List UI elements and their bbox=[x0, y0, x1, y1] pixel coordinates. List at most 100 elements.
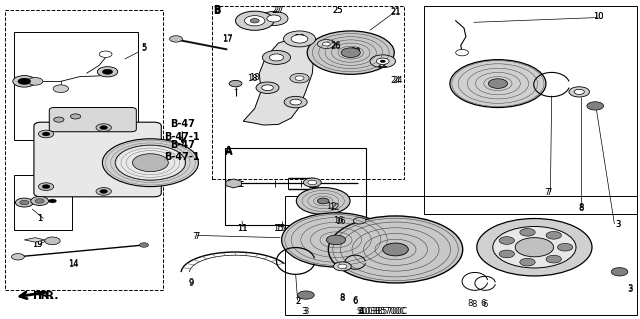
Circle shape bbox=[383, 243, 408, 256]
Circle shape bbox=[569, 87, 589, 97]
Circle shape bbox=[291, 35, 308, 43]
Text: 3: 3 bbox=[301, 307, 307, 315]
Text: B-47: B-47 bbox=[170, 119, 195, 130]
Text: 4: 4 bbox=[359, 308, 364, 316]
Circle shape bbox=[520, 258, 535, 266]
Text: 17: 17 bbox=[222, 34, 232, 43]
Circle shape bbox=[488, 79, 508, 88]
Text: S103B5700C: S103B5700C bbox=[356, 307, 405, 315]
Text: 26: 26 bbox=[331, 42, 341, 51]
Circle shape bbox=[290, 73, 309, 83]
Text: 1: 1 bbox=[37, 214, 42, 223]
Circle shape bbox=[140, 243, 148, 247]
Text: 7: 7 bbox=[545, 189, 550, 197]
Circle shape bbox=[70, 114, 81, 119]
Circle shape bbox=[31, 197, 49, 205]
Circle shape bbox=[317, 198, 329, 204]
Circle shape bbox=[520, 228, 535, 236]
Text: 5: 5 bbox=[141, 43, 147, 52]
Circle shape bbox=[308, 180, 317, 185]
Text: 21: 21 bbox=[390, 8, 401, 17]
Circle shape bbox=[38, 183, 54, 190]
Text: 20: 20 bbox=[350, 47, 360, 56]
Text: 12: 12 bbox=[326, 202, 337, 211]
Circle shape bbox=[323, 42, 330, 46]
Text: 8: 8 bbox=[471, 300, 476, 309]
Circle shape bbox=[42, 185, 50, 189]
FancyBboxPatch shape bbox=[49, 108, 136, 132]
Circle shape bbox=[499, 237, 515, 244]
Circle shape bbox=[12, 254, 24, 260]
Circle shape bbox=[53, 85, 68, 93]
Text: 12: 12 bbox=[329, 203, 339, 212]
Text: 8: 8 bbox=[340, 294, 345, 303]
Circle shape bbox=[102, 139, 198, 187]
Text: 3: 3 bbox=[615, 220, 620, 229]
Circle shape bbox=[13, 76, 36, 87]
Circle shape bbox=[262, 50, 291, 64]
Circle shape bbox=[450, 60, 546, 108]
Circle shape bbox=[132, 154, 168, 172]
Circle shape bbox=[45, 237, 60, 245]
Circle shape bbox=[546, 255, 561, 263]
Circle shape bbox=[35, 199, 44, 203]
Circle shape bbox=[284, 96, 307, 108]
Circle shape bbox=[353, 218, 366, 224]
Circle shape bbox=[170, 36, 182, 42]
Text: 25: 25 bbox=[333, 6, 343, 15]
Circle shape bbox=[290, 99, 301, 105]
FancyBboxPatch shape bbox=[34, 122, 161, 197]
Text: 20: 20 bbox=[350, 48, 360, 57]
Circle shape bbox=[236, 11, 274, 30]
Circle shape bbox=[100, 126, 108, 130]
Text: 6: 6 bbox=[353, 296, 358, 305]
Text: 13: 13 bbox=[310, 181, 320, 190]
Polygon shape bbox=[24, 238, 45, 242]
Text: 11: 11 bbox=[237, 224, 247, 233]
Text: 5: 5 bbox=[141, 44, 147, 53]
Text: 2: 2 bbox=[295, 297, 300, 306]
Text: 10: 10 bbox=[593, 12, 604, 21]
Circle shape bbox=[298, 291, 314, 299]
Circle shape bbox=[15, 198, 33, 207]
Text: 16: 16 bbox=[333, 216, 343, 225]
Text: 8: 8 bbox=[340, 293, 345, 302]
Text: 21: 21 bbox=[390, 7, 401, 16]
Text: 15: 15 bbox=[275, 224, 285, 233]
Text: 3: 3 bbox=[628, 284, 633, 293]
Text: 6: 6 bbox=[481, 299, 486, 308]
Circle shape bbox=[284, 31, 316, 47]
Circle shape bbox=[100, 189, 108, 193]
Text: 7: 7 bbox=[547, 189, 552, 197]
Text: 7: 7 bbox=[195, 232, 200, 241]
Circle shape bbox=[587, 102, 604, 110]
Text: 3: 3 bbox=[303, 307, 308, 315]
Circle shape bbox=[102, 69, 113, 74]
Text: 18: 18 bbox=[248, 74, 258, 83]
Text: 8: 8 bbox=[579, 204, 584, 213]
Circle shape bbox=[295, 76, 304, 80]
Text: 6: 6 bbox=[353, 297, 358, 306]
Text: 23: 23 bbox=[294, 34, 305, 43]
Circle shape bbox=[269, 54, 284, 61]
Text: 6: 6 bbox=[483, 300, 488, 309]
Text: A: A bbox=[225, 145, 233, 156]
Text: B: B bbox=[212, 6, 220, 16]
Circle shape bbox=[499, 250, 515, 258]
Text: 2: 2 bbox=[295, 297, 300, 306]
Circle shape bbox=[229, 80, 242, 87]
Circle shape bbox=[18, 78, 31, 85]
Circle shape bbox=[456, 49, 468, 56]
Circle shape bbox=[20, 200, 29, 205]
Text: 25: 25 bbox=[333, 6, 343, 15]
Text: 22: 22 bbox=[378, 60, 388, 69]
Text: 14: 14 bbox=[68, 260, 79, 269]
Text: 3: 3 bbox=[615, 220, 620, 229]
Circle shape bbox=[328, 216, 463, 283]
Polygon shape bbox=[226, 179, 241, 188]
Text: 15: 15 bbox=[273, 224, 284, 233]
Circle shape bbox=[380, 60, 385, 63]
Text: B-47: B-47 bbox=[170, 140, 195, 150]
Circle shape bbox=[376, 58, 389, 64]
Circle shape bbox=[493, 226, 576, 268]
